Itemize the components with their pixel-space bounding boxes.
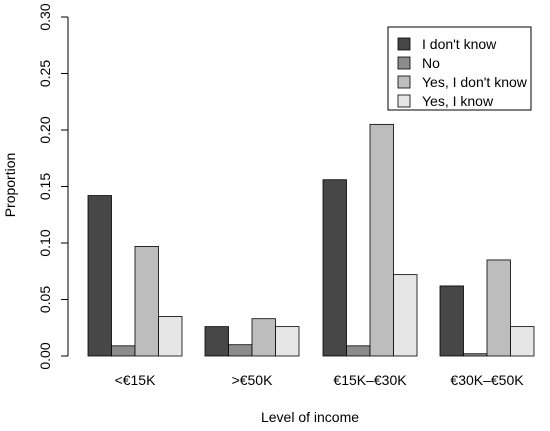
x-tick-label: €30K–€50K: [450, 372, 524, 388]
bar: [369, 123, 394, 357]
y-tick-label: 0.15: [37, 173, 53, 200]
y-tick-label: 0.30: [37, 3, 53, 30]
x-tick-label: €15K–€30K: [333, 372, 407, 388]
legend-swatch: [397, 56, 411, 70]
bar: [439, 285, 464, 357]
y-tick-label: 0.10: [37, 229, 53, 256]
bar: [111, 345, 136, 357]
bar: [251, 318, 276, 357]
y-tick-label: 0.05: [37, 286, 53, 313]
bar: [510, 326, 535, 357]
y-tick-label: 0.20: [37, 116, 53, 143]
legend-label: No: [422, 55, 440, 71]
x-axis: <€15K >€50K €15K–€30K €30K–€50K: [115, 372, 525, 388]
bar: [134, 245, 159, 357]
bar: [346, 345, 371, 357]
bar: [204, 326, 229, 357]
legend: I don't know No Yes, I don't know Yes, I kn…: [387, 26, 532, 111]
x-axis-label: Level of income: [261, 409, 359, 425]
y-tick-label: 0.25: [37, 60, 53, 87]
bar: [158, 316, 183, 357]
legend-label: Yes, I don't know: [422, 74, 528, 90]
bar: [463, 353, 488, 357]
bar: [486, 259, 511, 357]
bar: [228, 344, 253, 357]
y-tick-label: 0.00: [37, 342, 53, 369]
legend-label: Yes, I know: [422, 93, 494, 109]
legend-label: I don't know: [422, 36, 497, 52]
bar: [87, 195, 112, 357]
bars-group: [87, 123, 535, 357]
x-tick-label: >€50K: [232, 372, 274, 388]
legend-swatch: [397, 94, 411, 108]
y-axis-label: Proportion: [2, 153, 18, 218]
bar: [393, 274, 418, 357]
bar: [275, 326, 300, 357]
x-tick-label: <€15K: [115, 372, 157, 388]
legend-box: [387, 26, 532, 111]
y-axis: 0.00 0.05 0.10 0.15 0.20 0.25 0.30: [37, 3, 69, 370]
legend-swatch: [397, 37, 411, 51]
legend-swatch: [397, 75, 411, 89]
bar: [322, 179, 347, 357]
